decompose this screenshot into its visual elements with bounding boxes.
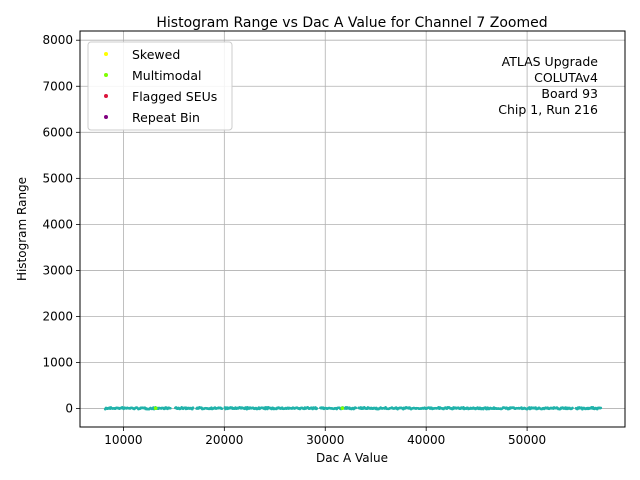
x-axis: 10000 20000 30000 40000 50000 [104,427,546,447]
highlight-point [153,406,158,411]
x-tick-label: 30000 [306,433,344,447]
x-tick-label: 40000 [407,433,445,447]
legend-label: Flagged SEUs [132,89,217,104]
legend-label: Repeat Bin [132,110,200,125]
data-point [169,406,172,410]
data-point [599,406,603,410]
legend-marker [104,94,108,98]
y-tick-label: 4000 [42,217,73,231]
x-tick-label: 20000 [205,433,243,447]
annotation-line: Chip 1, Run 216 [498,102,598,117]
y-axis-label: Histogram Range [15,177,29,281]
y-tick-label: 8000 [42,33,73,47]
data-point [315,407,319,410]
y-tick-label: 0 [65,402,73,416]
legend-label: Skewed [132,47,180,62]
data-point [191,406,195,409]
annotation-line: Board 93 [541,86,598,101]
y-tick-label: 5000 [42,171,73,185]
y-tick-label: 1000 [42,356,73,370]
chart-title: Histogram Range vs Dac A Value for Chann… [156,15,547,31]
x-tick-label: 10000 [104,433,142,447]
y-tick-label: 7000 [42,79,73,93]
legend: Skewed Multimodal Flagged SEUs Repeat Bin [87,41,233,131]
series-points [153,406,345,411]
legend-marker [104,115,108,119]
annotation-line: ATLAS Upgrade [502,54,599,69]
data-point [220,407,224,410]
x-axis-label: Dac A Value [316,451,388,465]
legend-marker [104,73,108,77]
y-tick-label: 3000 [42,263,73,277]
legend-box [87,41,233,131]
annotation-line: COLUTAv4 [534,70,598,85]
data-point [571,406,574,410]
plot-frame [79,30,626,428]
grid-lines [80,31,625,427]
highlight-point [340,406,345,411]
x-tick-label: 50000 [508,433,546,447]
y-axis: 0 1000 2000 3000 4000 5000 6000 7000 8000 [42,33,80,416]
legend-label: Multimodal [132,68,201,83]
y-tick-label: 2000 [42,309,73,323]
data-point [354,406,358,410]
legend-marker [104,52,108,56]
y-tick-label: 6000 [42,125,73,139]
